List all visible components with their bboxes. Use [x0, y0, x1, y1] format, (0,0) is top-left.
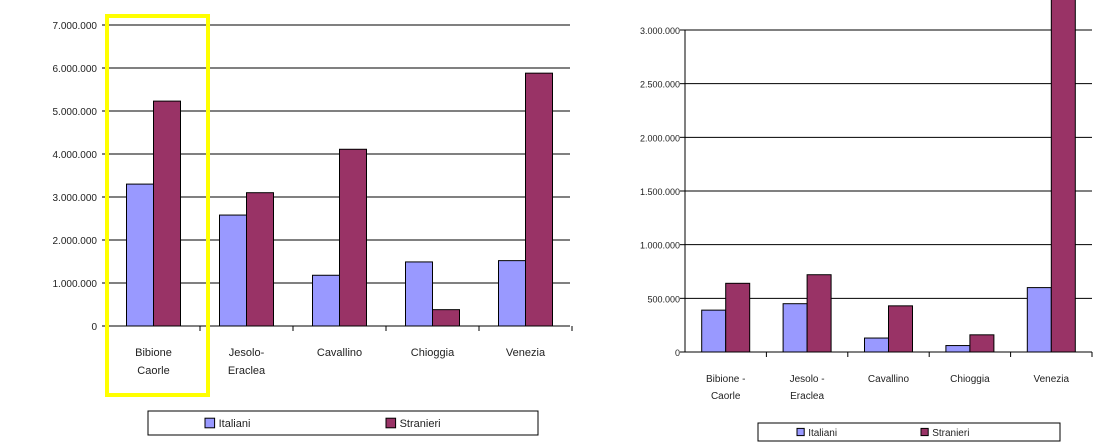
bar-stranieri	[339, 148, 367, 327]
y-tick-label: 0	[91, 322, 97, 333]
bar-stranieri	[806, 274, 832, 353]
x-category-label: Eraclea	[790, 391, 824, 402]
bar-stranieri	[1050, 0, 1076, 353]
x-category-label: Eraclea	[228, 365, 266, 377]
bar-italiani	[312, 274, 340, 327]
bar-stranieri	[969, 334, 995, 353]
bar-italiani	[945, 345, 971, 353]
legend-label-italiani: Italiani	[219, 418, 251, 430]
bar-italiani	[782, 303, 808, 353]
y-tick-label: 7.000.000	[53, 21, 98, 32]
y-tick-label: 1.000.000	[640, 241, 680, 251]
x-category-label: Cavallino	[868, 374, 910, 385]
legend-swatch-italiani	[204, 417, 216, 429]
bar-stranieri	[725, 282, 751, 353]
left-bar-chart: 7.000.000 6.000.000 5.000.000 4.000.000 3.00…	[53, 14, 573, 436]
y-tick-label: 2.000.000	[53, 236, 98, 247]
x-category-label: Bibione	[135, 347, 172, 359]
legend-swatch-stranieri	[920, 427, 929, 437]
x-category-label: Venezia	[506, 347, 546, 359]
y-tick-label: 500.000	[647, 294, 680, 304]
x-category-label: Caorle	[711, 391, 741, 402]
y-tick-label: 2.000.000	[640, 133, 680, 143]
x-category-label: Cavallino	[317, 347, 362, 359]
bar-stranieri	[888, 305, 913, 353]
bar-stranieri	[525, 72, 553, 327]
y-tick-label: 1.500.000	[640, 187, 680, 197]
legend-label-stranieri: Stranieri	[400, 418, 441, 430]
x-category-label: Bibione -	[706, 374, 745, 385]
bar-stranieri	[153, 100, 181, 327]
x-category-label: Chioggia	[411, 347, 455, 359]
x-category-label: Caorle	[137, 365, 169, 377]
legend-swatch-stranieri	[385, 417, 397, 429]
y-tick-label: 4.000.000	[53, 150, 98, 161]
y-tick-label: 3.000.000	[640, 26, 680, 36]
x-category-label: Chioggia	[950, 374, 990, 385]
bar-italiani	[405, 261, 433, 327]
y-tick-label: 2.500.000	[640, 80, 680, 90]
bar-italiani	[701, 309, 727, 353]
bar-italiani	[219, 214, 247, 327]
legend-label-stranieri: Stranieri	[932, 428, 969, 439]
bar-italiani	[1026, 287, 1052, 353]
x-category-label: Venezia	[1034, 374, 1070, 385]
bar-italiani	[126, 183, 154, 327]
y-tick-label: 1.000.000	[53, 279, 98, 290]
x-category-label: Jesolo-	[229, 347, 265, 359]
y-tick-label: 3.000.000	[53, 193, 98, 204]
bar-stranieri	[432, 309, 460, 327]
legend-label-italiani: Italiani	[808, 428, 837, 439]
x-category-label: Jesolo -	[790, 374, 825, 385]
bar-italiani	[864, 337, 889, 353]
legend-box	[757, 422, 1061, 442]
y-tick-label: 0	[675, 348, 680, 358]
bar-stranieri	[246, 192, 274, 327]
legend-swatch-italiani	[796, 427, 805, 437]
highlight-box	[105, 14, 210, 397]
bar-italiani	[498, 260, 526, 327]
y-tick-label: 6.000.000	[53, 64, 98, 75]
right-bar-chart: 3.000.000 2.500.000 2.000.000 1.500.000 1.00…	[640, 0, 1093, 442]
y-tick-label: 5.000.000	[53, 107, 98, 118]
